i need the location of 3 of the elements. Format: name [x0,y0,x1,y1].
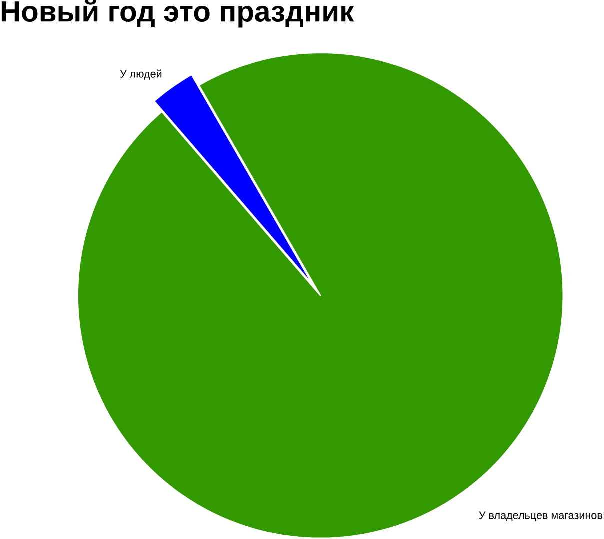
chart-title: Новый год это праздник [2,0,354,28]
slice-label: У владельцев магазинов [479,512,602,522]
slice-label: У людей [120,70,162,80]
